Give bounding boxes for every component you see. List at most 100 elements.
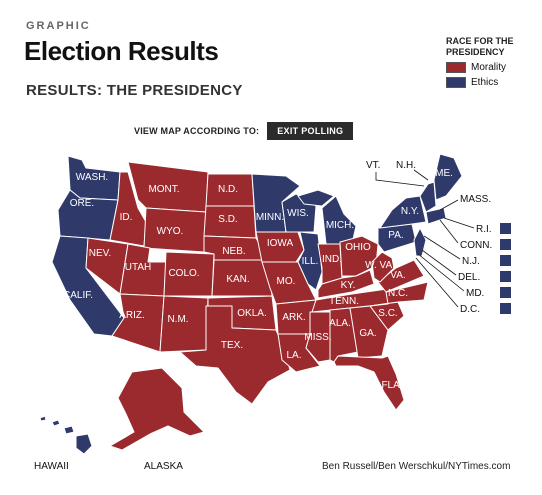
label-mo: MO.	[277, 276, 296, 287]
label-pa: PA.	[388, 230, 403, 241]
alaska-inset	[109, 367, 205, 451]
state-pa[interactable]	[377, 223, 417, 253]
label-wv: W. VA.	[365, 260, 395, 271]
label-ariz: ARIZ.	[119, 310, 145, 321]
callout-label-dc: D.C.	[460, 304, 480, 315]
label-ill: ILL.	[302, 256, 319, 267]
legend-title-line1: RACE FOR THE	[446, 36, 514, 46]
label-utah: UTAH	[125, 262, 151, 273]
callout-box-md[interactable]	[500, 287, 511, 298]
state-tex[interactable]	[179, 305, 291, 405]
ethics-swatch	[446, 77, 466, 88]
state-ky[interactable]	[317, 269, 375, 299]
callout-box-nj[interactable]	[500, 255, 511, 266]
callout-box-del[interactable]	[500, 271, 511, 282]
page-subtitle: RESULTS: THE PRESIDENCY	[26, 82, 243, 99]
leader-mass	[439, 199, 459, 211]
label-sd: S.D.	[218, 214, 237, 225]
states-layer	[51, 153, 463, 411]
label-id: ID.	[120, 212, 133, 223]
legend-title-line2: PRESIDENCY	[446, 47, 505, 57]
label-okla: OKLA.	[237, 308, 266, 319]
label-tex: TEX.	[221, 340, 243, 351]
label-wis: WIS.	[287, 208, 309, 219]
legend: RACE FOR THE PRESIDENCY Morality Ethics	[446, 36, 536, 88]
hawaii-island-kauai[interactable]	[39, 415, 47, 422]
state-va[interactable]	[377, 259, 425, 293]
hawaii-island-big[interactable]	[75, 433, 93, 455]
leader-nh	[413, 169, 429, 181]
leader-vt	[375, 172, 425, 187]
label-nev: NEV.	[89, 248, 111, 259]
view-map-control: VIEW MAP ACCORDING TO: EXIT POLLING	[134, 122, 354, 140]
label-calif: CALIF.	[63, 290, 93, 301]
label-tenn: TENN.	[329, 296, 359, 307]
graphic-kicker: GRAPHIC	[26, 20, 91, 32]
exit-polling-button[interactable]: EXIT POLLING	[267, 122, 354, 140]
callout-leaders	[375, 169, 475, 308]
view-map-label: VIEW MAP ACCORDING TO:	[134, 126, 260, 136]
label-mich: MICH.	[326, 220, 354, 231]
callout-box-dc[interactable]	[500, 303, 511, 314]
callout-label-md: MD.	[466, 288, 484, 299]
state-mass-ri-ct[interactable]	[425, 207, 447, 225]
label-ind: IND.	[322, 254, 342, 265]
state-ga[interactable]	[349, 305, 389, 359]
callout-label-nh: N.H.	[396, 160, 416, 171]
callout-box-conn[interactable]	[500, 239, 511, 250]
legend-item-morality: Morality	[446, 62, 536, 73]
callout-boxes	[500, 223, 511, 314]
label-va: VA.	[390, 270, 405, 281]
hawaii-island-oahu[interactable]	[51, 419, 61, 427]
hawaii-island-maui[interactable]	[63, 425, 75, 435]
state-mich-up[interactable]	[297, 189, 335, 207]
callout-label-ri: R.I.	[476, 224, 492, 235]
label-fla: FLA.	[381, 380, 402, 391]
state-nc[interactable]	[369, 281, 429, 307]
callout-label-mass: MASS.	[460, 194, 491, 205]
label-ky: KY.	[341, 280, 356, 291]
callout-box-ri[interactable]	[500, 223, 511, 234]
state-nj-de-md[interactable]	[413, 227, 427, 257]
label-kan: KAN.	[226, 274, 249, 285]
legend-item-ethics: Ethics	[446, 77, 536, 88]
label-ohio: OHIO	[345, 242, 371, 253]
label-ala: ALA.	[329, 318, 351, 329]
label-iowa: IOWA	[267, 238, 294, 249]
hawaii-label: HAWAII	[34, 461, 69, 472]
label-ny: N.Y.	[401, 206, 419, 217]
state-labels: WASH. ORE. CALIF. NEV. ID. MONT. WYO. UT…	[63, 168, 453, 391]
label-me: ME.	[435, 168, 453, 179]
label-ga: GA.	[359, 328, 376, 339]
leader-conn	[439, 219, 459, 244]
callout-label-nj: N.J.	[462, 256, 480, 267]
label-nd: N.D.	[218, 184, 238, 195]
label-nc: N.C.	[388, 288, 408, 299]
credit-line: Ben Russell/Ben Werschkul/NYTimes.com	[322, 461, 511, 472]
callout-label-conn: CONN.	[460, 240, 492, 251]
leader-md	[417, 253, 465, 292]
label-minn: MINN.	[256, 212, 284, 223]
leader-nj	[423, 235, 461, 260]
state-alaska[interactable]	[109, 367, 205, 451]
morality-swatch	[446, 62, 466, 73]
state-me[interactable]	[433, 153, 463, 201]
state-fla[interactable]	[333, 355, 405, 411]
label-neb: NEB.	[222, 246, 245, 257]
label-colo: COLO.	[168, 268, 199, 279]
legend-label-morality: Morality	[471, 62, 507, 73]
label-sc: S.C.	[378, 308, 397, 319]
label-wash: WASH.	[76, 172, 108, 183]
leader-del	[421, 249, 457, 276]
label-la: LA.	[286, 350, 301, 361]
state-ill[interactable]	[297, 231, 323, 291]
label-ore: ORE.	[70, 198, 94, 209]
hawaii-inset	[39, 415, 93, 455]
callout-labels: VT. N.H. MASS. R.I. CONN. N.J. DEL. MD. …	[366, 160, 492, 315]
label-ark: ARK.	[282, 312, 305, 323]
state-ariz[interactable]	[111, 293, 165, 353]
state-wv[interactable]	[371, 251, 395, 283]
leader-dc	[415, 257, 459, 308]
page-title: Election Results	[24, 36, 219, 66]
label-nm: N.M.	[167, 314, 188, 325]
